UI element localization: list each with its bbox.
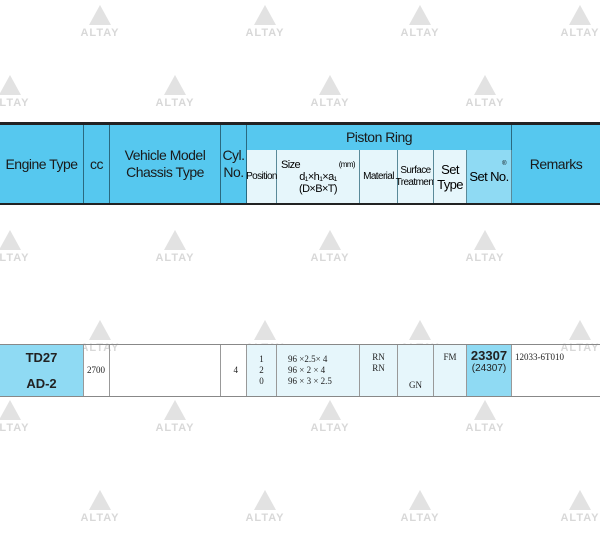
altay-watermark: ALTAY — [395, 5, 445, 39]
size-3: 96 × 3 × 2.5 — [288, 376, 332, 386]
logo-icon — [319, 230, 341, 250]
header-size: Size (mm) d₁×h₁×a₁ (D×B×T) — [277, 150, 360, 203]
cell-surface: GN — [398, 345, 434, 396]
altay-watermark: ALTAY — [460, 230, 510, 264]
altay-watermark: ALTAY — [460, 400, 510, 434]
logo-icon — [0, 75, 21, 95]
position-2: 2 — [259, 365, 264, 375]
top-rule — [0, 122, 600, 125]
altay-watermark: ALTAY — [305, 230, 355, 264]
cell-set-no: 23307 (24307) — [467, 345, 512, 396]
set-no-label: Set No. — [469, 168, 509, 184]
cyl-label: Cyl. — [222, 147, 245, 163]
altay-watermark: ALTAY — [150, 400, 200, 434]
header-surface-treatment: Surface Treatment — [395, 150, 436, 203]
altay-watermark: ALTAY — [0, 230, 35, 264]
cell-material: RN RN — [360, 345, 398, 396]
header-set-type: Set Type — [434, 150, 467, 203]
logo-icon — [474, 400, 496, 420]
size-1: 96 ×2.5× 4 — [288, 354, 328, 364]
header-bottom-rule — [0, 203, 600, 205]
cell-size: 96 ×2.5× 4 96 × 2 × 4 96 × 3 × 2.5 — [277, 345, 360, 396]
altay-watermark: ALTAY — [240, 5, 290, 39]
altay-watermark: ALTAY — [240, 490, 290, 524]
logo-icon — [569, 5, 591, 25]
engine-type-2: AD-2 — [26, 375, 57, 391]
row-bottom-rule — [0, 396, 600, 397]
cell-cyl: 4 — [221, 345, 247, 396]
altay-watermark: ALTAY — [0, 75, 35, 109]
size-2: 96 × 2 × 4 — [288, 365, 326, 375]
set-no-alt: (24307) — [471, 363, 507, 374]
treatment-label: Treatment — [395, 176, 436, 188]
logo-icon — [254, 490, 276, 510]
engine-type-1: TD27 — [25, 350, 58, 366]
header-material: Material — [360, 150, 398, 203]
logo-icon — [474, 75, 496, 95]
header-engine-type: Engine Type — [0, 125, 84, 203]
logo-icon — [319, 400, 341, 420]
altay-watermark: ALTAY — [75, 5, 125, 39]
logo-icon — [0, 400, 21, 420]
logo-icon — [164, 400, 186, 420]
altay-watermark: ALTAY — [305, 75, 355, 109]
type-label: Type — [437, 176, 463, 192]
logo-icon — [89, 490, 111, 510]
header-set-no: Set No. ® — [467, 150, 512, 203]
row-top-rule — [0, 344, 600, 345]
altay-watermark: ALTAY — [555, 490, 600, 524]
cell-set-type: FM — [434, 345, 467, 396]
cyl-no-label: No. — [223, 164, 244, 180]
logo-icon — [254, 320, 276, 340]
logo-icon — [164, 230, 186, 250]
logo-icon — [409, 320, 431, 340]
registered-mark: ® — [502, 161, 506, 167]
altay-watermark: ALTAY — [150, 230, 200, 264]
header-cc: cc — [84, 125, 110, 203]
cell-remarks: 12033-6T010 — [515, 352, 564, 362]
size-unit: (mm) — [338, 159, 356, 169]
set-no: 23307 — [470, 348, 508, 363]
header-piston-ring: Piston Ring — [247, 125, 512, 150]
chassis-type-label: Chassis Type — [126, 164, 204, 180]
logo-icon — [474, 230, 496, 250]
logo-icon — [569, 320, 591, 340]
logo-icon — [409, 5, 431, 25]
altay-watermark: ALTAY — [555, 320, 600, 354]
surface-label: Surface — [400, 164, 431, 176]
logo-icon — [569, 490, 591, 510]
cell-cc: 2700 — [84, 345, 110, 396]
logo-icon — [89, 320, 111, 340]
set-label: Set — [441, 161, 459, 177]
altay-watermark: ALTAY — [75, 490, 125, 524]
logo-icon — [89, 5, 111, 25]
altay-watermark: ALTAY — [0, 400, 35, 434]
header-position: Position — [246, 150, 277, 203]
cell-vehicle-model — [110, 345, 221, 396]
position-3: 0 — [259, 376, 264, 386]
size-formula: d₁×h₁×a₁ — [299, 170, 337, 183]
vehicle-model-label: Vehicle Model — [124, 147, 206, 163]
header-cyl: Cyl. No. — [221, 125, 247, 203]
size-label: Size — [281, 158, 301, 171]
logo-icon — [0, 230, 21, 250]
header-remarks: Remarks — [512, 125, 600, 203]
position-1: 1 — [259, 354, 264, 364]
logo-icon — [254, 5, 276, 25]
logo-icon — [164, 75, 186, 95]
logo-icon — [319, 75, 341, 95]
size-formula-2: (D×B×T) — [299, 182, 338, 195]
altay-watermark: ALTAY — [555, 5, 600, 39]
cell-engine-type: TD27 AD-2 — [0, 345, 84, 396]
header-vehicle-model: Vehicle Model Chassis Type — [110, 125, 221, 203]
altay-watermark: ALTAY — [150, 75, 200, 109]
material-1: RN — [372, 352, 385, 362]
material-2: RN — [372, 363, 385, 373]
altay-watermark: ALTAY — [460, 75, 510, 109]
altay-watermark: ALTAY — [395, 490, 445, 524]
altay-watermark: ALTAY — [305, 400, 355, 434]
logo-icon — [409, 490, 431, 510]
